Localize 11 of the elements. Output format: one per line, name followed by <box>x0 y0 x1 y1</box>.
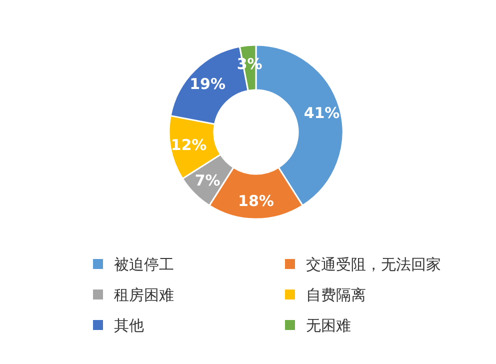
legend-label: 自费隔离 <box>306 286 366 304</box>
legend-label: 交通受阻，无法回家 <box>306 255 441 274</box>
legend-label: 租房困难 <box>114 286 174 304</box>
data-label: 19% <box>190 74 226 93</box>
legend-label: 被迫停工 <box>114 255 174 274</box>
data-label: 18% <box>238 192 274 210</box>
data-label: 41% <box>304 104 340 122</box>
data-label: 12% <box>170 136 207 154</box>
legend-label: 无困难 <box>306 316 351 334</box>
data-label: 7% <box>194 172 220 190</box>
legend-label: 其他 <box>114 316 144 334</box>
